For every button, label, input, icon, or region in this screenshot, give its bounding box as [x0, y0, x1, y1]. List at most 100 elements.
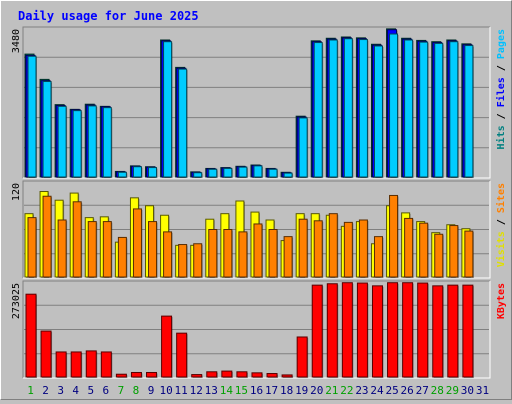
x-tick-label: 11 [175, 384, 188, 397]
panel-hits-files-pages: 3480 Hits / Files / Pages [11, 26, 507, 179]
panel-kbytes: 273025 KBytes [11, 280, 507, 379]
series-label-separator: / [496, 213, 507, 231]
bar-kbytes-day-4 [70, 351, 82, 378]
bar-kbytes-day-30 [462, 284, 474, 378]
bar-kbytes-day-8 [130, 371, 142, 378]
bar-pages-day-30 [464, 45, 474, 178]
bar-sites-day-3 [57, 219, 67, 278]
bar-kbytes-day-22 [341, 282, 353, 378]
series-label-files: Files [495, 77, 507, 107]
x-tick-label: 23 [355, 384, 368, 397]
bar-kbytes-day-25 [387, 282, 399, 378]
x-tick-label: 1 [27, 384, 34, 397]
series-labels: Hits / Files / Pages [495, 29, 507, 149]
x-tick-label: 12 [190, 384, 203, 397]
series-label-sites: Sites [495, 183, 507, 213]
bar-sites-day-6 [102, 221, 112, 278]
bar-kbytes-day-20 [311, 284, 323, 378]
bar-pages-day-27 [419, 41, 429, 178]
bar-pages-day-1 [27, 55, 37, 178]
bar-kbytes-day-6 [100, 351, 112, 378]
bar-sites-day-13 [208, 229, 218, 278]
bar-sites-day-8 [132, 208, 142, 278]
bar-pages-day-29 [449, 41, 459, 178]
bar-kbytes-day-1 [25, 293, 37, 378]
x-tick-label: 27 [416, 384, 429, 397]
x-tick-label: 29 [446, 384, 459, 397]
bar-kbytes-day-18 [281, 374, 293, 378]
bar-sites-day-19 [298, 218, 308, 278]
bar-kbytes-day-21 [326, 283, 338, 378]
x-tick-label: 25 [385, 384, 398, 397]
series-label-kbytes: KBytes [496, 283, 507, 319]
y-max-label: 120 [11, 183, 22, 201]
x-tick-label: 18 [280, 384, 293, 397]
x-tick-label: 14 [220, 384, 234, 397]
bar-sites-day-5 [87, 221, 97, 278]
bar-pages-day-4 [72, 110, 82, 178]
bar-pages-day-8 [132, 166, 142, 178]
bar-kbytes-day-9 [146, 371, 158, 378]
series-label-separator: / [496, 59, 507, 77]
x-tick-label: 15 [235, 384, 248, 397]
bar-pages-day-25 [389, 33, 399, 178]
x-tick-label: 28 [431, 384, 444, 397]
bar-pages-day-23 [358, 39, 368, 178]
bar-sites-day-22 [343, 221, 353, 278]
bar-sites-day-18 [283, 236, 293, 278]
bar-sites-day-16 [253, 223, 263, 278]
bar-sites-day-25 [389, 194, 399, 278]
x-tick-label: 16 [250, 384, 263, 397]
bar-kbytes-day-13 [206, 371, 218, 378]
bar-pages-day-20 [313, 42, 323, 178]
x-tick-label: 24 [370, 384, 384, 397]
bar-kbytes-day-23 [356, 282, 368, 378]
bar-pages-day-13 [208, 168, 218, 178]
chart-panels: 3480 Hits / Files / Pages 120 Visits / Site… [11, 26, 507, 379]
x-tick-label: 22 [340, 384, 353, 397]
bar-pages-day-22 [343, 38, 353, 178]
panel-visits-sites: 120 Visits / Sites [11, 180, 507, 279]
bar-sites-day-11 [178, 244, 188, 278]
bar-pages-day-24 [373, 45, 383, 178]
x-tick-label: 8 [133, 384, 140, 397]
plot-border-dark [22, 180, 490, 278]
x-axis-labels: 1 2 3 4 5 6 7 8 9 10 11 12 13 14 15 16 17 18 19 20 21 22 23 24 2… [27, 384, 489, 397]
bar-kbytes-day-27 [417, 282, 429, 378]
bar-kbytes-day-5 [85, 350, 97, 378]
series-labels: Visits / Sites [495, 183, 507, 267]
bar-sites-day-2 [42, 195, 52, 278]
series-pages [27, 33, 474, 179]
bar-kbytes-day-10 [161, 315, 173, 378]
bar-pages-day-6 [102, 107, 112, 178]
plot-border-light [23, 181, 491, 279]
chart-title: Daily usage for June 2025 [18, 9, 199, 23]
series-label-visits: Visits [495, 231, 507, 267]
x-tick-label: 31 [476, 384, 489, 397]
series-labels: KBytes [496, 283, 507, 319]
bar-sites-day-24 [373, 236, 383, 278]
y-max-label: 3480 [11, 29, 22, 53]
bar-sites-day-21 [328, 213, 338, 278]
x-tick-label: 19 [295, 384, 308, 397]
x-tick-label: 26 [401, 384, 414, 397]
x-tick-label: 21 [325, 384, 338, 397]
series-label-group: Hits / Files / Pages [495, 29, 507, 149]
bar-sites-day-17 [268, 229, 278, 278]
bar-sites-day-15 [238, 231, 248, 278]
x-tick-label: 3 [57, 384, 64, 397]
series-label-group: Visits / Sites [495, 183, 507, 267]
bar-pages-day-26 [404, 39, 414, 178]
bar-pages-day-2 [42, 81, 52, 178]
bar-pages-day-14 [223, 167, 233, 178]
x-tick-label: 10 [159, 384, 172, 397]
bar-pages-day-10 [163, 41, 173, 178]
bar-pages-day-11 [178, 68, 188, 178]
x-tick-label: 6 [103, 384, 110, 397]
bar-kbytes-day-19 [296, 336, 308, 378]
plot-border-light [23, 27, 491, 179]
plot-border-light [23, 281, 491, 379]
bar-kbytes-day-16 [251, 372, 263, 378]
